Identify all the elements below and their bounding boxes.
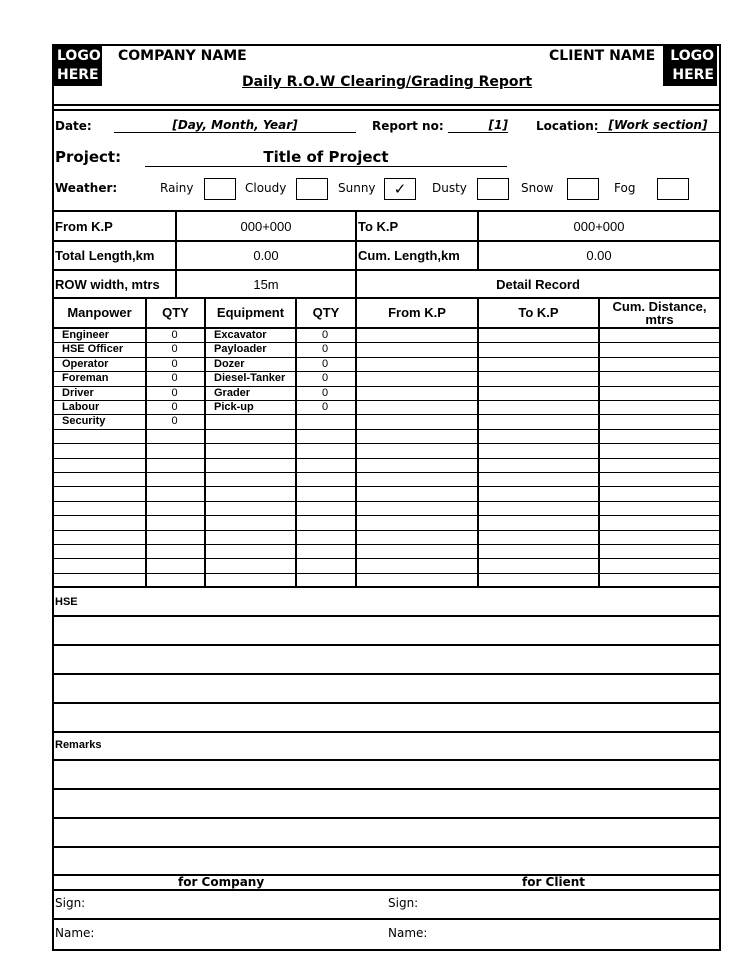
item-cell[interactable]: HSE Officer xyxy=(62,343,124,356)
column-header: QTY xyxy=(312,305,340,320)
cum-length-label: Cum. Length,km xyxy=(358,248,460,263)
for-client-label: for Client xyxy=(522,875,586,889)
qty-cell[interactable]: 0 xyxy=(321,357,329,370)
table-row xyxy=(52,472,719,486)
column-header: Manpower xyxy=(67,305,132,320)
qty-cell[interactable]: 0 xyxy=(321,343,329,356)
company-sign-field[interactable]: Sign: xyxy=(55,896,86,910)
column-header: To K.P xyxy=(518,305,559,320)
qty-cell[interactable]: 0 xyxy=(171,357,178,370)
total-length-value[interactable]: 0.00 xyxy=(253,248,279,263)
table-row xyxy=(52,429,719,443)
to-kp-label: To K.P xyxy=(358,218,399,234)
item-cell[interactable]: Driver xyxy=(62,386,94,399)
total-length-label: Total Length,km xyxy=(55,248,155,263)
table-row: Labour 0 Pick-up 0 xyxy=(52,400,719,414)
report-title: Daily R.O.W Clearing/Grading Report xyxy=(242,74,533,90)
item-cell[interactable]: Pick-up xyxy=(214,401,254,413)
table-row xyxy=(52,544,719,558)
qty-cell[interactable]: 0 xyxy=(171,415,178,428)
column-header: QTY xyxy=(162,305,189,320)
qty-cell[interactable]: 0 xyxy=(321,386,329,399)
weather-checkbox-fog[interactable] xyxy=(657,178,689,200)
item-cell[interactable]: Labour xyxy=(62,401,100,413)
qty-cell[interactable]: 0 xyxy=(171,372,178,385)
weather-checkbox-dusty[interactable] xyxy=(477,178,509,200)
logo-right-text: LOGO HERE xyxy=(670,48,714,83)
cum-length-value[interactable]: 0.00 xyxy=(586,248,612,263)
item-cell[interactable]: Payloader xyxy=(214,343,267,356)
weather-label-dusty: Dusty xyxy=(432,181,467,195)
item-cell[interactable]: Security xyxy=(62,415,106,428)
item-cell[interactable]: Grader xyxy=(214,386,251,399)
report-form xyxy=(52,44,721,951)
item-cell[interactable]: Engineer xyxy=(62,329,110,341)
from-kp-label: From K.P xyxy=(55,218,113,234)
logo-left: LOGO HERE xyxy=(54,46,102,86)
for-company-label: for Company xyxy=(178,875,265,889)
project-label: Project: xyxy=(55,148,122,166)
check-icon: ✓ xyxy=(393,180,407,198)
table-row: Security 0 xyxy=(52,414,719,428)
table-row: HSE Officer 0 Payloader 0 xyxy=(52,342,719,356)
qty-cell[interactable]: 0 xyxy=(321,401,329,413)
table-row: Driver 0 Grader 0 xyxy=(52,386,719,400)
date-label: Date: xyxy=(55,119,92,133)
weather-label-sunny: Sunny xyxy=(338,181,376,195)
weather-label-cloudy: Cloudy xyxy=(245,181,287,195)
weather-checkbox-sunny[interactable]: ✓ xyxy=(384,178,416,200)
item-cell[interactable]: Diesel-Tanker xyxy=(214,372,286,385)
weather-label-snow: Snow xyxy=(521,181,554,195)
column-header: Cum. Distance, mtrs xyxy=(612,298,707,327)
client-sign-field[interactable]: Sign: xyxy=(388,896,419,910)
logo-left-text: LOGO HERE xyxy=(57,48,101,83)
detail-record-label: Detail Record xyxy=(496,276,580,292)
hse-label: HSE xyxy=(55,596,78,608)
column-header: From K.P xyxy=(388,305,446,320)
table-row: Operator 0 Dozer 0 xyxy=(52,357,719,371)
table-row xyxy=(52,486,719,500)
report-no-field[interactable]: [1] xyxy=(448,118,508,133)
location-label: Location: xyxy=(536,119,599,133)
to-kp-value[interactable]: 000+000 xyxy=(573,218,625,234)
from-kp-value[interactable]: 000+000 xyxy=(240,218,292,234)
qty-cell[interactable]: 0 xyxy=(171,386,178,399)
row-width-label: ROW width, mtrs xyxy=(55,276,160,292)
qty-cell[interactable]: 0 xyxy=(171,401,178,413)
qty-cell[interactable]: 0 xyxy=(321,372,329,385)
row-width-value[interactable]: 15m xyxy=(253,276,279,292)
report-no-label: Report no: xyxy=(372,119,444,133)
item-cell[interactable]: Excavator xyxy=(214,329,267,341)
qty-cell[interactable]: 0 xyxy=(171,329,178,341)
weather-checkbox-rainy[interactable] xyxy=(204,178,236,200)
remarks-label: Remarks xyxy=(55,739,102,751)
qty-cell[interactable]: 0 xyxy=(171,343,178,356)
logo-right: LOGO HERE xyxy=(663,46,717,86)
weather-checkbox-snow[interactable] xyxy=(567,178,599,200)
project-field[interactable]: Title of Project xyxy=(145,148,507,167)
company-name: COMPANY NAME xyxy=(118,48,247,64)
item-cell[interactable]: Operator xyxy=(62,357,109,370)
table-row: Foreman 0 Diesel-Tanker 0 xyxy=(52,371,719,385)
qty-cell[interactable]: 0 xyxy=(321,329,329,341)
table-row xyxy=(52,558,719,572)
client-name-field[interactable]: Name: xyxy=(388,926,428,940)
weather-label: Weather: xyxy=(55,181,118,195)
weather-checkbox-cloudy[interactable] xyxy=(296,178,328,200)
date-field[interactable]: [Day, Month, Year] xyxy=(114,118,356,133)
item-cell[interactable]: Dozer xyxy=(214,357,245,370)
column-header: Equipment xyxy=(216,305,285,320)
client-name: CLIENT NAME xyxy=(549,48,656,64)
table-row xyxy=(52,501,719,515)
location-field[interactable]: [Work section] xyxy=(597,118,719,133)
item-cell[interactable]: Foreman xyxy=(62,372,109,385)
table-row: Engineer 0 Excavator 0 xyxy=(52,328,719,342)
table-row xyxy=(52,458,719,472)
table-row xyxy=(52,515,719,529)
weather-label-rainy: Rainy xyxy=(160,181,194,195)
table-row xyxy=(52,443,719,457)
company-name-field[interactable]: Name: xyxy=(55,926,95,940)
weather-label-fog: Fog xyxy=(614,181,636,195)
table-row xyxy=(52,530,719,544)
